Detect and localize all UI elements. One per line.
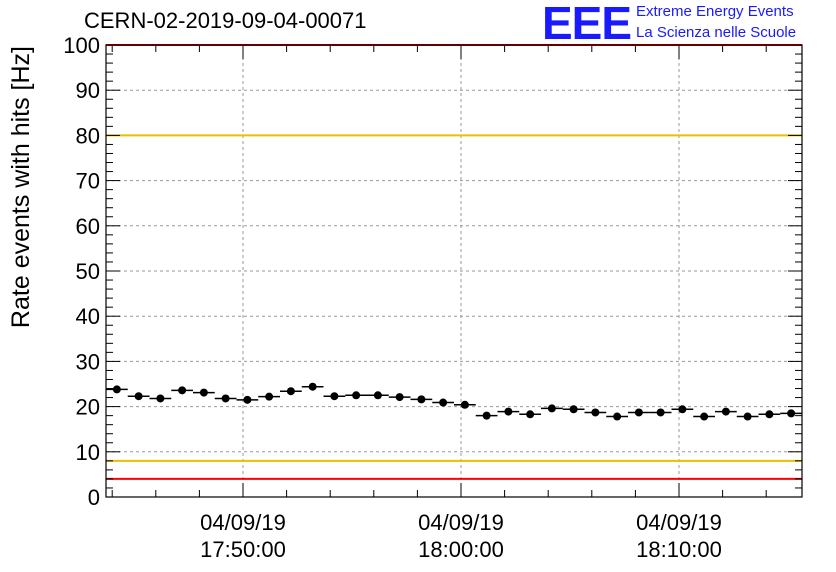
data-point <box>634 408 643 417</box>
eee-logo: EEE <box>542 0 632 49</box>
x-tick-date-label: 04/09/19 <box>636 510 722 535</box>
logo-subtitle-line2: La Scienza nelle Scuole <box>636 24 797 41</box>
data-point <box>700 412 709 421</box>
data-point <box>265 392 274 401</box>
data-point <box>286 387 295 396</box>
data-point <box>721 407 730 416</box>
data-point <box>678 405 687 414</box>
data-point <box>569 405 578 414</box>
data-point <box>178 386 187 395</box>
reference-lines <box>106 44 802 480</box>
axis-labels: 010203040506070809010004/09/1917:50:0004… <box>63 33 722 562</box>
x-tick-date-label: 04/09/19 <box>418 510 504 535</box>
x-tick-time-label: 18:10:00 <box>636 537 722 562</box>
data-point <box>352 391 361 400</box>
x-tick-time-label: 18:00:00 <box>418 537 504 562</box>
data-point <box>482 411 491 420</box>
data-point <box>112 385 121 394</box>
chart-title: CERN-02-2019-09-04-00071 <box>84 8 367 33</box>
data-point <box>765 410 774 419</box>
data-point <box>395 393 404 402</box>
y-tick-label: 60 <box>76 214 100 239</box>
data-point <box>460 400 469 409</box>
y-tick-label: 40 <box>76 304 100 329</box>
y-tick-label: 70 <box>76 169 100 194</box>
grid-lines <box>106 45 802 497</box>
data-point <box>417 395 426 404</box>
y-axis-label: Rate events with hits [Hz] <box>7 46 35 328</box>
axis-ticks <box>106 44 802 498</box>
data-point <box>156 394 165 403</box>
y-tick-label: 100 <box>63 33 100 58</box>
data-point <box>504 407 513 416</box>
data-point <box>526 410 535 419</box>
data-point <box>613 412 622 421</box>
data-point <box>656 408 665 417</box>
y-tick-label: 90 <box>76 78 100 103</box>
data-point <box>591 408 600 417</box>
data-point <box>221 394 230 403</box>
data-point <box>439 398 448 407</box>
data-point <box>547 404 556 413</box>
data-point <box>787 409 796 418</box>
logo-subtitle-line1: Extreme Energy Events <box>636 3 794 20</box>
data-point <box>243 395 252 404</box>
y-tick-label: 30 <box>76 349 100 374</box>
y-tick-label: 80 <box>76 123 100 148</box>
y-tick-label: 0 <box>88 485 100 510</box>
data-point <box>330 392 339 401</box>
y-tick-label: 50 <box>76 259 100 284</box>
y-tick-label: 20 <box>76 395 100 420</box>
x-tick-date-label: 04/09/19 <box>200 510 286 535</box>
x-tick-time-label: 17:50:00 <box>200 537 286 562</box>
data-point <box>134 392 143 401</box>
y-tick-label: 10 <box>76 440 100 465</box>
data-point <box>743 412 752 421</box>
data-point <box>373 391 382 400</box>
data-points <box>106 382 802 421</box>
data-point <box>199 388 208 397</box>
data-point <box>308 382 317 391</box>
